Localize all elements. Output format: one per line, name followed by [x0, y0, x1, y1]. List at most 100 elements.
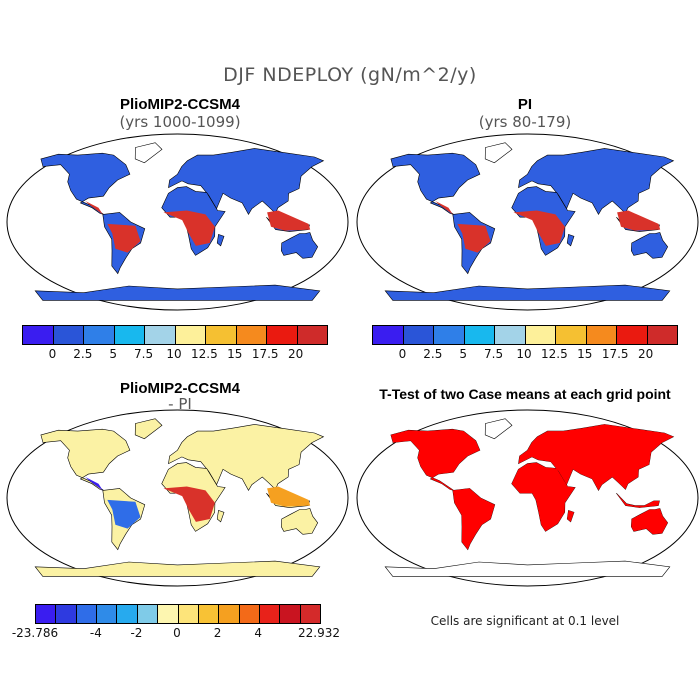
colorbar-tick-label: 20	[637, 347, 654, 361]
significant-region	[390, 429, 480, 491]
colorbar-tick-label: 7.5	[134, 347, 154, 361]
colorbar-swatch	[137, 605, 159, 623]
colorbar-tick-label: 4	[254, 626, 262, 640]
panel-subtitle-diff: - PI	[168, 395, 192, 413]
panel-subtitle-pi: (yrs 80-179)	[478, 113, 572, 131]
colorbar-pi-labels: 0 2.5 5 7.5 10 12.5 15 17.5 20	[372, 347, 676, 363]
colorbar-tick-label: 2	[213, 626, 222, 640]
colorbar-difference-labels: -23.786 -4 -2 0 2 4 22.932	[12, 626, 340, 642]
colorbar-swatch	[158, 605, 179, 623]
landmass-eurasia	[518, 148, 675, 216]
colorbar-tick-label: 0	[48, 347, 57, 361]
landmass-northAmerica	[40, 152, 131, 215]
significant-region	[452, 488, 495, 550]
landmass-australia	[280, 508, 319, 535]
colorbar-swatch	[617, 326, 648, 344]
colorbar-tick-label: 7.5	[484, 347, 504, 361]
colorbar-tick-label: 12.5	[541, 347, 568, 361]
panel-title-pi: PI	[517, 96, 533, 113]
colorbar-swatch	[647, 326, 677, 344]
map-difference	[6, 409, 349, 587]
colorbar-tick-label: 20	[287, 347, 304, 361]
landmass-eurasia	[168, 148, 325, 216]
significant-region	[518, 424, 674, 491]
colorbar-swatch	[434, 326, 465, 344]
colorbar-swatch	[280, 605, 301, 623]
colorbar-swatch	[84, 326, 115, 344]
colorbar-swatch	[114, 326, 145, 344]
colorbar-tick-label: 2.5	[73, 347, 93, 361]
colorbar-tick-label: 22.932	[298, 626, 340, 640]
significance-note: Cells are significant at 0.1 level	[430, 614, 620, 628]
landmass-greenland	[134, 142, 163, 164]
colorbar-swatch	[556, 326, 587, 344]
landmass-greenland	[134, 418, 163, 440]
colorbar-tick-label: -4	[89, 626, 102, 640]
tropical-high-deposition	[457, 223, 491, 253]
landmass-antarctica	[34, 560, 321, 577]
colorbar-tick-label: 12.5	[191, 347, 218, 361]
panel-subtitle-pliomip: (yrs 1000-1099)	[119, 113, 241, 131]
map-pi	[356, 133, 699, 311]
colorbar-swatch	[495, 326, 526, 344]
landmass-eurasia	[168, 424, 325, 492]
colorbar-difference	[35, 604, 321, 624]
colorbar-swatch	[76, 605, 98, 623]
colorbar-tick-label: 15	[577, 347, 593, 361]
landmass-greenland	[484, 418, 513, 440]
colorbar-swatch	[267, 326, 298, 344]
colorbar-pliomip	[22, 325, 328, 345]
panel-title-diff: PlioMIP2-CCSM4	[119, 380, 240, 397]
colorbar-swatch	[259, 605, 281, 623]
tropical-high-deposition	[435, 201, 453, 215]
landmass-antarctica	[384, 560, 671, 577]
difference-region	[85, 477, 103, 491]
colorbar-tick-label: 17.5	[251, 347, 279, 361]
colorbar-swatch	[464, 326, 495, 344]
colorbar-tick-label: 0	[173, 626, 181, 640]
landmass-madagascar	[566, 233, 575, 247]
colorbar-tick-label: 17.5	[601, 347, 629, 361]
map-ttest	[356, 409, 699, 587]
tropical-high-deposition	[163, 210, 215, 246]
colorbar-tick-label: 0	[398, 347, 407, 361]
colorbar-tick-label: -23.786	[11, 626, 59, 640]
tropical-high-deposition	[617, 210, 661, 231]
landmass-antarctica	[34, 284, 321, 301]
colorbar-swatch	[117, 605, 138, 623]
figure-title: DJF NDEPLOY (gN/m^2/y)	[223, 64, 477, 86]
colorbar-pi	[372, 325, 678, 345]
colorbar-swatch	[297, 326, 327, 344]
panel-title-pliomip: PlioMIP2-CCSM4	[119, 96, 240, 113]
landmass-greenland	[484, 142, 513, 164]
significant-region	[631, 508, 668, 535]
colorbar-swatch	[53, 326, 84, 344]
colorbar-swatch	[403, 326, 434, 344]
colorbar-swatch	[56, 605, 77, 623]
colorbar-swatch	[206, 326, 237, 344]
colorbar-tick-label: 5	[109, 347, 118, 361]
colorbar-swatch	[525, 326, 556, 344]
landmass-northAmerica	[40, 428, 131, 491]
colorbar-swatch	[236, 326, 267, 344]
colorbar-swatch	[178, 605, 199, 623]
landmass-madagascar	[216, 509, 225, 523]
difference-region	[107, 499, 141, 529]
colorbar-swatch	[97, 605, 118, 623]
landmass-antarctica	[384, 284, 671, 301]
landmass-australia	[630, 232, 669, 259]
difference-region	[163, 486, 215, 522]
colorbar-swatch	[219, 605, 240, 623]
colorbar-tick-label: 5	[459, 347, 468, 361]
significant-region	[567, 510, 574, 522]
colorbar-tick-label: 10	[516, 347, 532, 361]
significant-region	[511, 462, 576, 532]
colorbar-swatch	[175, 326, 206, 344]
colorbar-swatch	[300, 605, 321, 623]
colorbar-pliomip-labels: 0 2.5 5 7.5 10 12.5 15 17.5 20	[22, 347, 326, 363]
colorbar-swatch	[239, 605, 260, 623]
colorbar-swatch	[373, 326, 404, 344]
colorbar-tick-label: -2	[130, 626, 143, 640]
difference-region	[267, 486, 311, 507]
tropical-high-deposition	[85, 201, 103, 215]
